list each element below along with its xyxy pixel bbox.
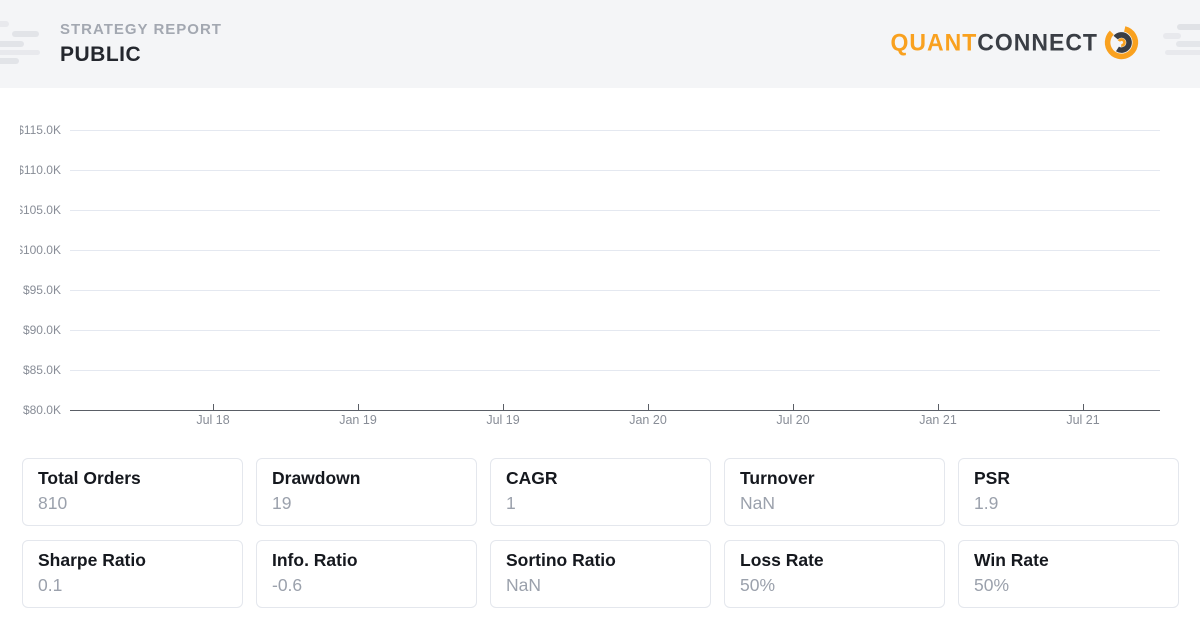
stat-value: 1.9 <box>974 493 999 513</box>
equity-chart[interactable]: $115.0K $110.0K $105.0K $100.0K $95.0K $90.0K… <box>0 88 1200 440</box>
x-tick-mark <box>648 404 649 411</box>
x-tick-label: Jan 20 <box>629 413 667 427</box>
gridline <box>70 210 1160 211</box>
page-title: PUBLIC <box>60 43 142 66</box>
stat-label: Sortino Ratio <box>506 550 616 570</box>
gridline <box>70 330 1160 331</box>
y-tick-label: $115.0K <box>20 123 61 137</box>
logo-word-connect: CONNECT <box>977 28 1098 56</box>
header-decor-lines-left <box>0 0 62 88</box>
stat-value: NaN <box>506 575 542 595</box>
y-tick-label: $85.0K <box>22 363 61 377</box>
stat-value: 0.1 <box>38 575 63 595</box>
stat-label: Sharpe Ratio <box>38 550 146 570</box>
x-tick-mark <box>213 404 214 411</box>
gridline <box>70 130 1160 131</box>
stat-card-psr: PSR 1.9 <box>958 458 1179 526</box>
stat-value: 19 <box>272 493 292 513</box>
x-tick-label: Jul 18 <box>196 413 230 427</box>
y-tick-label: $110.0K <box>20 163 61 177</box>
stat-card-turnover: Turnover NaN <box>724 458 945 526</box>
stat-card-loss-rate: Loss Rate 50% <box>724 540 945 608</box>
decor-bar <box>0 21 9 27</box>
decor-bar <box>1177 24 1200 30</box>
decor-bar <box>0 49 40 55</box>
decor-bar <box>1176 41 1200 47</box>
y-tick-label: $90.0K <box>22 323 61 337</box>
quantconnect-rings-icon <box>1104 25 1139 59</box>
decor-bar <box>12 31 39 37</box>
x-tick-mark <box>938 404 939 411</box>
x-axis-line <box>70 410 1160 411</box>
y-tick-label: $100.0K <box>20 243 61 257</box>
logo-wordmark: QUANTCONNECT <box>890 21 1098 63</box>
header-titles: STRATEGY REPORT PUBLIC <box>60 20 222 68</box>
stat-label: Win Rate <box>974 550 1049 570</box>
x-tick-mark <box>358 404 359 411</box>
stat-label: Loss Rate <box>740 550 824 570</box>
stat-value: 50% <box>740 575 776 595</box>
x-tick-mark <box>1083 404 1084 411</box>
stat-label: PSR <box>974 468 1010 488</box>
quantconnect-logo: QUANTCONNECT <box>890 22 1140 62</box>
gridline <box>70 370 1160 371</box>
x-tick-label: Jan 19 <box>339 413 377 427</box>
stat-label: Info. Ratio <box>272 550 358 570</box>
stat-card-cagr: CAGR 1 <box>490 458 711 526</box>
x-tick-label: Jul 19 <box>486 413 520 427</box>
stat-card-sharpe-ratio: Sharpe Ratio 0.1 <box>22 540 243 608</box>
report-subtitle: STRATEGY REPORT <box>60 21 222 38</box>
stat-card-win-rate: Win Rate 50% <box>958 540 1179 608</box>
y-axis-labels: $115.0K $110.0K $105.0K $100.0K $95.0K $90.0K… <box>20 88 61 440</box>
x-tick-label: Jan 21 <box>919 413 957 427</box>
stat-label: CAGR <box>506 468 558 488</box>
stat-label: Turnover <box>740 468 815 488</box>
stat-value: -0.6 <box>272 575 303 595</box>
x-tick-label: Jul 20 <box>776 413 810 427</box>
decor-bar <box>0 58 19 64</box>
stat-label: Drawdown <box>272 468 361 488</box>
decor-bar <box>1165 49 1200 55</box>
stat-value: NaN <box>740 493 776 513</box>
stat-card-drawdown: Drawdown 19 <box>256 458 477 526</box>
x-tick-label: Jul 21 <box>1066 413 1100 427</box>
stat-value: 50% <box>974 575 1010 595</box>
header-decor-lines-right <box>1150 0 1200 88</box>
decor-bar <box>1163 33 1181 39</box>
stat-card-total-orders: Total Orders 810 <box>22 458 243 526</box>
y-tick-label: $105.0K <box>20 203 61 217</box>
stat-value: 1 <box>506 493 516 513</box>
stats-grid: Total Orders 810 Drawdown 19 CAGR 1 Turn… <box>22 458 1179 608</box>
x-tick-mark <box>503 404 504 411</box>
y-tick-label: $95.0K <box>22 283 61 297</box>
stat-card-info-ratio: Info. Ratio -0.6 <box>256 540 477 608</box>
stat-label: Total Orders <box>38 468 141 488</box>
gridline <box>70 170 1160 171</box>
stat-card-sortino-ratio: Sortino Ratio NaN <box>490 540 711 608</box>
decor-bar <box>0 41 24 47</box>
gridline <box>70 250 1160 251</box>
y-tick-label: $80.0K <box>22 403 61 417</box>
logo-word-quant: QUANT <box>890 28 978 56</box>
stat-value: 810 <box>38 493 68 513</box>
gridline <box>70 290 1160 291</box>
report-header: STRATEGY REPORT PUBLIC QUANTCONNECT <box>0 0 1200 88</box>
x-tick-mark <box>793 404 794 411</box>
